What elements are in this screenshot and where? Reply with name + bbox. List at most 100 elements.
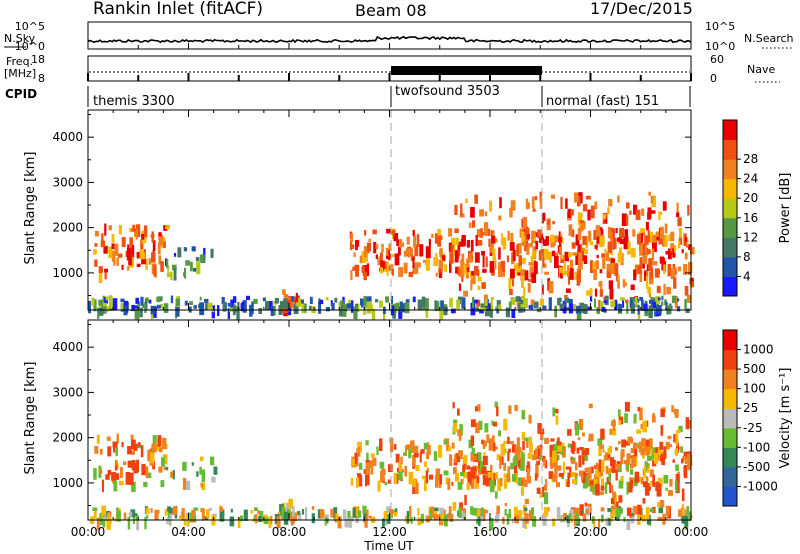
echo-cell	[599, 227, 603, 231]
echo-cell	[325, 307, 330, 312]
echo-cell	[368, 515, 372, 519]
echo-cell	[167, 272, 171, 278]
echo-cell	[121, 441, 124, 448]
echo-cell	[584, 249, 588, 254]
cpid-label: CPID	[5, 87, 37, 101]
echo-cell	[368, 460, 373, 469]
echo-cell	[199, 296, 202, 301]
echo-cell	[594, 298, 596, 308]
echo-cell	[476, 476, 480, 484]
echo-cell	[136, 263, 141, 267]
echo-cell	[647, 230, 651, 242]
echo-cell	[186, 480, 191, 491]
echo-cell	[155, 444, 160, 452]
echo-cell	[617, 252, 623, 263]
echo-cell	[105, 306, 110, 312]
time-tick-label: 16:00	[473, 525, 508, 539]
echo-cell	[479, 309, 484, 314]
echo-cell	[190, 261, 193, 272]
echo-cell	[543, 458, 547, 467]
echo-cell	[579, 220, 584, 224]
echo-cell	[101, 479, 104, 493]
echo-cell	[672, 264, 676, 271]
echo-cell	[601, 459, 605, 473]
echo-cell	[457, 481, 463, 490]
echo-cell	[603, 455, 607, 461]
echo-cell	[204, 298, 209, 303]
echo-cell	[448, 506, 452, 514]
echo-cell	[661, 295, 664, 301]
echo-cell	[447, 446, 452, 452]
echo-cell	[565, 466, 571, 470]
echo-cell	[388, 243, 392, 251]
echo-cell	[504, 503, 507, 507]
echo-cell	[611, 460, 616, 473]
echo-cell	[526, 233, 531, 239]
echo-cell	[498, 215, 502, 221]
echo-cell	[157, 435, 162, 447]
echo-cell	[467, 480, 472, 485]
echo-cell	[319, 509, 325, 519]
nsky-tick-top: 10^5	[15, 20, 45, 33]
echo-cell	[438, 444, 443, 458]
y-tick-label: 2000	[52, 221, 83, 235]
echo-cell	[275, 297, 279, 304]
echo-cell	[593, 269, 598, 281]
echo-cell	[539, 197, 543, 209]
echo-cell	[518, 303, 523, 313]
echo-cell	[166, 259, 169, 268]
echo-cell	[640, 233, 644, 243]
echo-cell	[479, 209, 485, 217]
echo-cell	[541, 237, 544, 244]
y-tick-label: 1000	[52, 266, 83, 280]
echo-cell	[364, 230, 367, 236]
colorbar-tick-label: -25	[743, 421, 763, 435]
echo-cell	[648, 486, 651, 491]
echo-cell	[524, 240, 528, 252]
echo-cell	[368, 238, 371, 242]
echo-cell	[560, 196, 563, 210]
echo-cell	[485, 256, 488, 268]
echo-cell	[620, 238, 625, 245]
echo-cell	[425, 470, 429, 484]
echo-cell	[370, 463, 374, 475]
echo-cell	[419, 451, 422, 463]
echo-cell	[502, 237, 507, 250]
echo-cell	[470, 477, 475, 489]
echo-cell	[637, 265, 642, 275]
echo-cell	[657, 482, 660, 496]
echo-cell	[629, 463, 634, 469]
echo-cell	[353, 306, 358, 319]
echo-cell	[258, 308, 262, 314]
echo-cell	[498, 304, 502, 311]
echo-cell	[583, 475, 589, 488]
colorbar-swatch	[723, 276, 737, 297]
echo-cell	[125, 472, 131, 485]
echo-cell	[144, 225, 148, 238]
echo-cell	[363, 511, 367, 523]
echo-cell	[387, 479, 392, 484]
echo-cell	[457, 266, 460, 276]
echo-cell	[276, 516, 281, 529]
echo-cell	[91, 297, 95, 306]
echo-cell	[567, 272, 571, 285]
echo-cell	[512, 249, 516, 262]
echo-cell	[507, 230, 510, 241]
echo-cell	[536, 487, 541, 494]
colorbar-swatch	[723, 159, 737, 180]
echo-cell	[507, 466, 510, 478]
echo-cell	[649, 299, 654, 304]
echo-cell	[558, 472, 564, 478]
echo-cell	[532, 232, 536, 238]
echo-cell	[456, 299, 460, 310]
echo-cell	[386, 506, 391, 513]
echo-cell	[433, 507, 439, 512]
echo-cell	[475, 518, 480, 524]
echo-cell	[166, 518, 171, 525]
echo-cell	[503, 440, 509, 444]
echo-cell	[291, 517, 294, 526]
echo-cell	[137, 442, 141, 447]
echo-cell	[148, 299, 152, 304]
echo-cell	[663, 283, 666, 296]
echo-cell	[160, 261, 164, 272]
